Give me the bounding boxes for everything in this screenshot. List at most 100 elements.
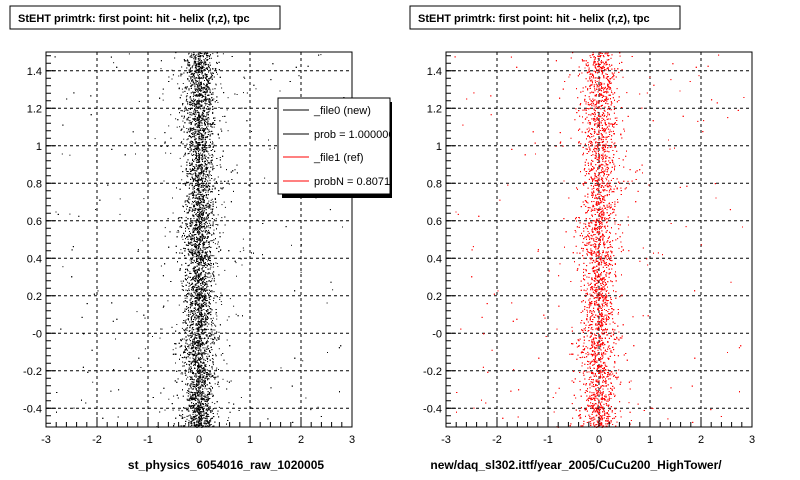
scatter-point — [201, 367, 203, 369]
scatter-point — [200, 403, 202, 405]
scatter-point — [221, 217, 223, 219]
scatter-point — [188, 264, 190, 266]
scatter-point — [206, 222, 208, 224]
scatter-point — [205, 142, 207, 144]
scatter-point — [191, 203, 193, 205]
scatter-point — [197, 53, 199, 55]
scatter-point — [197, 274, 199, 276]
scatter-point — [222, 53, 224, 55]
scatter-point — [186, 236, 188, 237]
scatter-point — [191, 279, 192, 281]
scatter-point — [201, 268, 203, 270]
scatter-point — [190, 292, 192, 294]
scatter-point — [195, 151, 197, 153]
scatter-point — [206, 90, 208, 91]
scatter-point — [199, 374, 201, 376]
scatter-point — [199, 71, 201, 73]
scatter-point — [195, 297, 197, 299]
scatter-point — [204, 237, 206, 239]
scatter-point — [204, 223, 206, 225]
scatter-point — [199, 279, 200, 280]
scatter-point — [205, 118, 207, 120]
scatter-point — [209, 359, 211, 361]
scatter-point — [199, 248, 201, 250]
scatter-point — [119, 198, 121, 200]
scatter-point — [195, 417, 197, 419]
scatter-point — [214, 403, 216, 405]
scatter-point — [192, 348, 194, 350]
scatter-point — [191, 330, 193, 332]
scatter-point — [196, 157, 198, 159]
scatter-point — [206, 283, 208, 285]
scatter-point — [213, 255, 215, 257]
scatter-point — [193, 93, 195, 95]
scatter-point — [197, 216, 198, 218]
scatter-point — [203, 60, 205, 62]
scatter-point — [189, 111, 191, 113]
scatter-point — [206, 334, 208, 336]
scatter-point — [193, 269, 195, 271]
scatter-point — [198, 362, 199, 364]
scatter-point — [187, 153, 189, 155]
scatter-point — [192, 283, 194, 285]
scatter-point — [196, 142, 198, 144]
scatter-point — [192, 187, 194, 189]
scatter-point — [200, 149, 202, 151]
scatter-point — [181, 88, 183, 90]
scatter-point — [206, 122, 208, 123]
scatter-point — [178, 75, 180, 77]
scatter-point — [193, 110, 195, 112]
scatter-point — [205, 372, 207, 374]
scatter-point — [196, 259, 198, 261]
scatter-point — [203, 276, 205, 277]
scatter-point — [203, 392, 205, 394]
scatter-point — [202, 247, 204, 249]
scatter-point — [180, 94, 182, 96]
scatter-point — [211, 198, 213, 200]
scatter-point — [204, 133, 206, 135]
scatter-point — [210, 199, 212, 201]
scatter-point — [305, 397, 307, 399]
scatter-point — [205, 167, 207, 169]
scatter-point — [209, 133, 211, 135]
scatter-point — [204, 93, 206, 95]
scatter-point — [205, 321, 207, 323]
scatter-point — [208, 242, 210, 244]
scatter-point — [197, 356, 199, 358]
scatter-point — [206, 401, 208, 403]
scatter-point — [172, 409, 174, 411]
scatter-point — [199, 253, 201, 255]
scatter-point — [162, 99, 164, 101]
scatter-point — [207, 377, 209, 379]
scatter-point — [198, 93, 200, 95]
scatter-point — [196, 263, 198, 265]
scatter-point — [171, 69, 173, 71]
scatter-point — [207, 341, 209, 343]
scatter-point — [207, 256, 209, 258]
scatter-point — [179, 157, 181, 159]
scatter-point — [206, 127, 208, 129]
scatter-point — [205, 216, 207, 218]
scatter-point — [198, 363, 200, 365]
scatter-point — [196, 330, 198, 332]
scatter-point — [198, 75, 200, 77]
scatter-point — [210, 333, 212, 335]
scatter-point — [144, 348, 146, 350]
scatter-point — [194, 104, 196, 106]
scatter-point — [187, 176, 189, 178]
scatter-point — [190, 378, 192, 380]
scatter-point — [199, 173, 201, 174]
scatter-point — [194, 137, 196, 139]
scatter-point — [186, 268, 188, 270]
scatter-point — [212, 225, 214, 227]
scatter-point — [188, 344, 190, 346]
scatter-point — [205, 364, 207, 365]
scatter-point — [194, 171, 196, 173]
scatter-point — [192, 158, 194, 160]
scatter-point — [178, 304, 180, 306]
scatter-point — [236, 94, 238, 95]
scatter-point — [203, 118, 205, 120]
scatter-point — [196, 372, 198, 374]
scatter-point — [185, 369, 186, 371]
scatter-point — [199, 342, 201, 344]
